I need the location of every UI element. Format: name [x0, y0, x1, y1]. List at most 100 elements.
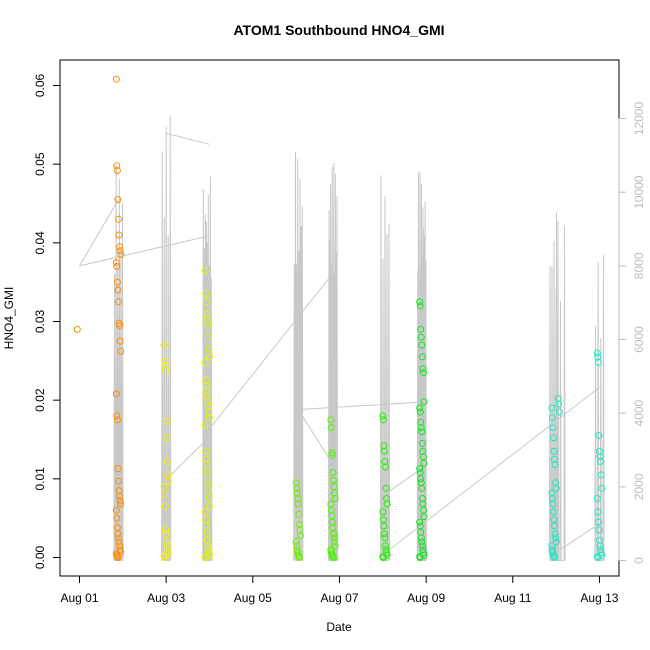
y-right-tick-label: 10000 — [632, 175, 646, 209]
data-point — [114, 554, 122, 561]
altitude-connector — [165, 438, 208, 480]
data-point — [382, 463, 389, 471]
data-point — [160, 341, 168, 349]
data-point — [420, 551, 428, 559]
data-point — [114, 465, 122, 473]
data-point — [162, 530, 170, 538]
data-point — [418, 341, 426, 349]
data-points — [73, 75, 606, 561]
data-point — [418, 538, 426, 546]
data-point — [549, 500, 557, 508]
data-point — [202, 522, 210, 530]
data-point — [202, 298, 210, 306]
y-axis-right: 0 2000 4000 6000 8000 10000 12000 — [618, 102, 646, 564]
data-point — [597, 471, 605, 479]
data-point — [593, 349, 601, 357]
altitude-profile — [161, 115, 172, 561]
data-point — [294, 500, 302, 508]
data-point — [164, 477, 172, 485]
data-point — [597, 458, 605, 465]
x-tick-label: Aug 05 — [234, 591, 272, 605]
data-point — [161, 502, 169, 510]
data-point — [548, 404, 556, 412]
data-point — [416, 408, 424, 416]
altitude-connector — [206, 272, 334, 432]
data-point — [594, 358, 602, 366]
data-point — [552, 534, 560, 542]
data-point — [293, 484, 301, 492]
data-point — [330, 534, 338, 542]
data-point — [160, 483, 168, 491]
data-point — [596, 542, 604, 550]
data-point — [383, 500, 391, 508]
data-point — [552, 538, 560, 546]
data-point — [416, 298, 424, 306]
data-point — [596, 453, 604, 461]
data-point — [327, 416, 335, 424]
data-point — [204, 487, 212, 495]
data-point — [113, 162, 121, 170]
data-point — [116, 243, 124, 251]
data-point — [162, 366, 170, 374]
altitude-connector — [384, 468, 423, 495]
data-point — [203, 461, 211, 469]
y-left-tick-label: 0.06 — [33, 73, 47, 97]
data-point — [201, 421, 209, 429]
data-point — [327, 424, 335, 432]
data-point — [114, 196, 122, 204]
data-point — [206, 551, 213, 559]
y-right-tick-label: 2000 — [632, 473, 646, 500]
data-point — [594, 508, 602, 516]
altitude-connector — [79, 199, 119, 267]
data-point — [115, 538, 123, 546]
x-tick-label: Aug 07 — [320, 591, 358, 605]
altitude-lines — [79, 115, 605, 561]
y-right-tick-label: 6000 — [632, 326, 646, 353]
data-point — [548, 414, 556, 421]
data-point — [204, 398, 212, 406]
x-axis-label: Date — [326, 620, 352, 634]
data-point — [204, 321, 212, 329]
data-point — [202, 382, 210, 390]
data-point — [116, 321, 124, 329]
data-point — [417, 333, 425, 341]
data-point — [552, 484, 560, 492]
y-axis-left: 0.00 0.01 0.02 0.03 0.04 0.05 0.06 — [33, 73, 61, 569]
data-point — [420, 513, 428, 521]
data-point — [416, 302, 424, 310]
data-point — [206, 414, 213, 421]
data-point — [162, 417, 170, 425]
x-tick-label: Aug 01 — [60, 591, 98, 605]
data-point — [203, 469, 211, 476]
data-point — [117, 251, 125, 259]
data-point — [115, 534, 122, 542]
altitude-connector — [560, 523, 600, 550]
data-point — [206, 353, 213, 361]
data-point — [117, 500, 125, 508]
y-left-tick-label: 0.04 — [33, 231, 47, 255]
plot-frame — [59, 59, 620, 577]
y-right-tick-label: 4000 — [632, 400, 646, 427]
data-point — [593, 495, 601, 502]
chart-title: ATOM1 Southbound HNO4_GMI — [233, 22, 444, 38]
data-point — [331, 542, 339, 550]
data-point — [420, 398, 428, 406]
data-point — [551, 530, 559, 538]
data-point — [594, 518, 602, 526]
data-point — [114, 286, 122, 294]
data-point — [420, 459, 428, 467]
data-point — [113, 416, 121, 424]
data-point — [293, 542, 301, 550]
data-point — [416, 554, 424, 561]
data-point — [201, 508, 209, 516]
data-point — [116, 492, 124, 500]
data-point — [595, 432, 603, 440]
data-point — [297, 532, 304, 539]
data-point — [416, 465, 424, 473]
data-point — [382, 542, 389, 550]
data-point — [205, 495, 213, 502]
y-left-tick-label: 0.05 — [33, 152, 47, 176]
x-axis: Aug 01 Aug 03 Aug 05 Aug 07 Aug 09 Aug 11 Aug … — [60, 575, 619, 605]
data-point — [555, 408, 563, 416]
